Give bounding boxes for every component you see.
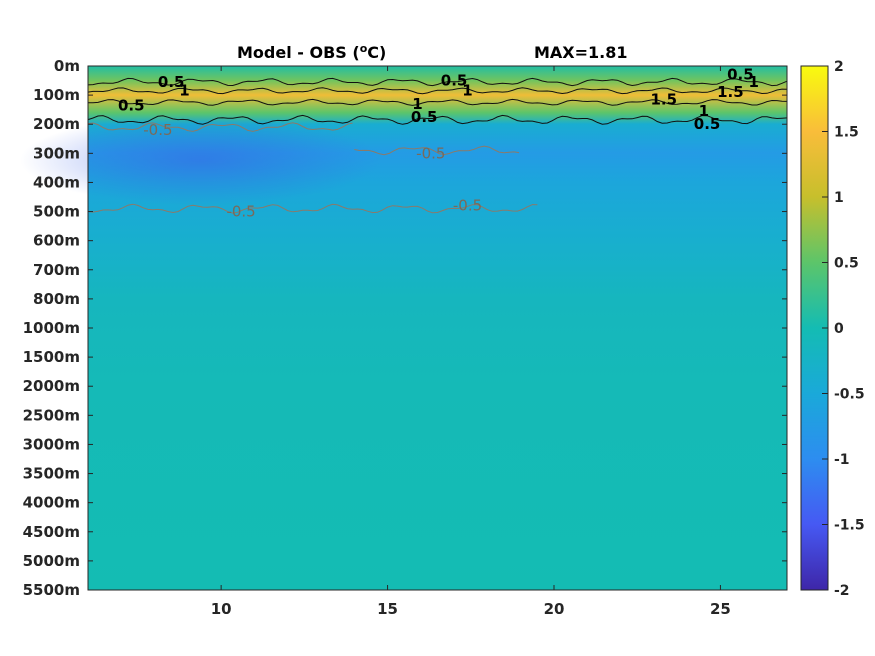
colorbar-tick-label: 1.5 (834, 125, 859, 141)
y-tick-label: 300m (33, 144, 80, 162)
chart-title: Model - OBS (oC) (237, 42, 386, 62)
contour-line (87, 87, 788, 95)
contour-label: 1 (462, 82, 472, 100)
contour-label: 1 (412, 95, 422, 113)
y-tick-label: 400m (33, 173, 80, 191)
contour-label: 0.5 (727, 66, 754, 84)
colorbar-ticks: 2 1.5 1 0.5 0 -0.5 -1 -1.5 -2 (822, 59, 865, 599)
contour-label: 0.5 (118, 96, 145, 114)
contour-label: 0.5 (411, 108, 438, 126)
y-tick-label: 500m (33, 203, 80, 221)
contour-line (87, 98, 788, 106)
y-tick-label: 4500m (23, 523, 80, 541)
colorbar-tick-label: 0.5 (834, 256, 859, 272)
colorbar-tick-label: -2 (834, 583, 850, 599)
contour-label: -0.5 (226, 203, 255, 221)
plot-area: 0.510.50.5110.50.511.51.510.5-0.5-0.5-0.… (20, 65, 788, 591)
y-axis: 0m 100m 200m 300m 400m 500m 600m 700m 800m 1000m 1… (23, 57, 787, 599)
y-tick-label: 100m (33, 86, 80, 104)
contour-label: -0.5 (143, 121, 172, 139)
colorbar-tick-label: -1 (834, 452, 850, 468)
y-tick-label: 5500m (23, 581, 80, 599)
colorbar-tick-label: 1 (834, 190, 844, 206)
y-tick-label: 1500m (23, 348, 80, 366)
y-tick-label: 3000m (23, 435, 80, 453)
colorbar-tick-label: -0.5 (834, 387, 865, 403)
colorbar: 2 1.5 1 0.5 0 -0.5 -1 -1.5 -2 (800, 59, 865, 599)
contour-line (87, 77, 788, 87)
y-tick-label: 2500m (23, 406, 80, 424)
x-tick-label: 20 (544, 600, 565, 618)
y-tick-label: 1000m (23, 319, 80, 337)
contour-line (354, 145, 520, 156)
contour-line (87, 114, 788, 125)
contour-label: 0.5 (441, 72, 468, 90)
contour-lines (87, 77, 788, 214)
contour-label: 1.5 (651, 91, 678, 109)
cold-anomaly-region (20, 115, 380, 205)
colorbar-tick-label: 0 (834, 321, 844, 337)
contour-label: 0.5 (694, 115, 721, 133)
contour-label: 1 (699, 102, 709, 120)
contour-label: 1.5 (717, 83, 744, 101)
colorbar-tick-label: -1.5 (834, 518, 865, 534)
y-tick-label: 4000m (23, 494, 80, 512)
y-tick-label: 700m (33, 261, 80, 279)
y-tick-label: 800m (33, 290, 80, 308)
contour-label: 1 (748, 73, 758, 91)
contour-label: 0.5 (158, 73, 185, 91)
y-tick-label: 600m (33, 232, 80, 250)
x-axis: 10 15 20 25 (211, 66, 731, 618)
y-tick-label: 5000m (23, 552, 80, 570)
max-value-label: MAX=1.81 (534, 43, 628, 62)
x-tick-label: 25 (710, 600, 731, 618)
contour-labels: 0.510.50.5110.50.511.51.510.5-0.5-0.5-0.… (118, 66, 759, 221)
colorbar-tick-label: 2 (834, 59, 844, 75)
contour-label: -0.5 (416, 144, 445, 162)
x-tick-label: 10 (211, 600, 232, 618)
y-tick-label: 3500m (23, 465, 80, 483)
contour-label: 1 (179, 82, 189, 100)
contour-line (87, 203, 538, 214)
contour-label: -0.5 (453, 197, 482, 215)
y-tick-label: 0m (54, 57, 80, 75)
y-tick-label: 200m (33, 115, 80, 133)
contour-line (87, 122, 353, 132)
y-tick-label: 2000m (23, 377, 80, 395)
x-tick-label: 15 (377, 600, 398, 618)
